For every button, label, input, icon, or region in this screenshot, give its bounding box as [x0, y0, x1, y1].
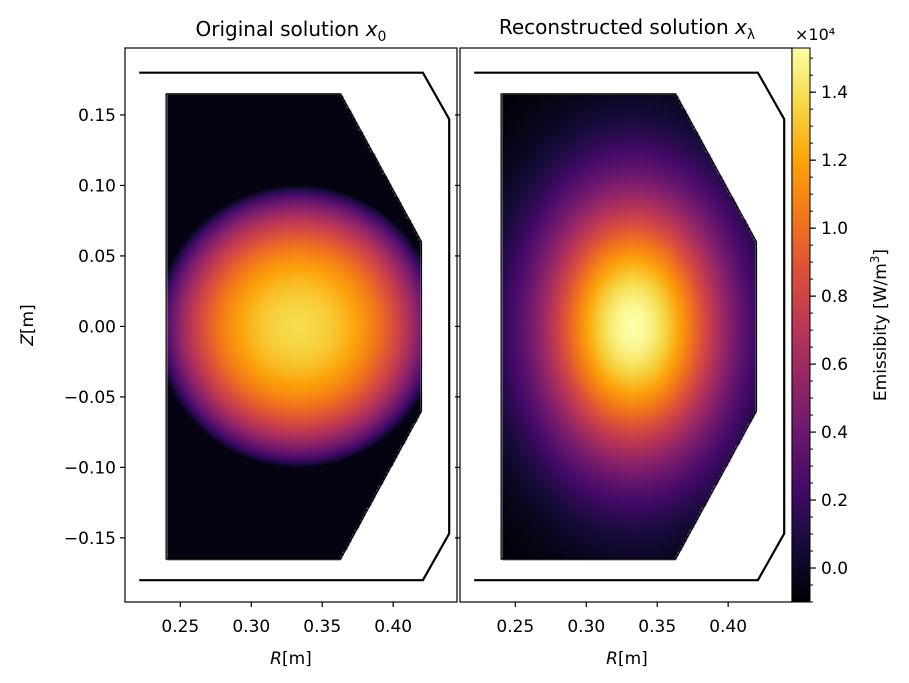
y-tick-label: −0.05 [64, 388, 116, 408]
left-title: Original solution x0 [196, 17, 387, 45]
left-x-label: R[m] [270, 649, 312, 669]
colorbar-tick-label: 0.6 [821, 355, 848, 375]
x-tick-label: 0.25 [496, 617, 534, 637]
grid-boundary-right [500, 93, 758, 560]
right-panel: 0.25 0.30 0.35 0.40 Reconstructed solution … [455, 15, 793, 669]
x-tick-label: 0.25 [161, 617, 199, 637]
y-tick-label: 0.10 [78, 176, 116, 196]
colorbar-frame [791, 47, 811, 603]
vessel-wall-right [474, 71, 786, 582]
vessel-wall-left [139, 71, 451, 582]
colorbar-tick-label: 0.2 [821, 491, 848, 511]
x-tick-label: 0.35 [303, 617, 341, 637]
colorbar: 0.0 0.2 0.4 0.6 0.8 1.0 1.2 1.4 ×10⁴ Emissibity… [791, 25, 891, 603]
x-tick-label: 0.40 [374, 617, 412, 637]
right-x-ticks: 0.25 0.30 0.35 0.40 [496, 602, 747, 637]
colorbar-ticks: 0.0 0.2 0.4 0.6 0.8 1.0 1.2 1.4 [810, 57, 848, 603]
reconstructed-heatmap [460, 48, 792, 602]
grid-boundary-left [165, 93, 423, 560]
y-tick-label: 0.00 [78, 317, 116, 337]
colorbar-tick-label: 0.4 [821, 423, 848, 443]
left-axes-frame [124, 47, 458, 603]
right-title: Reconstructed solution xλ [499, 15, 755, 43]
y-tick-label: −0.15 [64, 529, 116, 549]
x-tick-label: 0.30 [232, 617, 270, 637]
right-y-ticks [455, 114, 460, 539]
colorbar-tick-label: 0.0 [821, 559, 848, 579]
left-y-ticks: 0.15 0.10 0.05 0.00 −0.05 −0.10 −0.15 [64, 106, 125, 549]
colorbar-tick-label: 0.8 [821, 287, 848, 307]
x-tick-label: 0.30 [567, 617, 605, 637]
y-axis-label: Z[m] [18, 304, 38, 346]
colorbar-tick-label: 1.0 [821, 219, 848, 239]
left-x-ticks: 0.25 0.30 0.35 0.40 [161, 602, 412, 637]
right-x-label: R[m] [606, 649, 648, 669]
y-tick-label: 0.05 [78, 247, 116, 267]
colorbar-gradient [792, 48, 810, 602]
x-tick-label: 0.40 [709, 617, 747, 637]
y-tick-label: 0.15 [78, 106, 116, 126]
left-panel: 0.25 0.30 0.35 0.40 0.15 0.10 0.05 0.00 −0.05 −0… [18, 17, 458, 669]
original-heatmap [125, 48, 457, 602]
colorbar-label: Emissibity [W/m3] [868, 249, 891, 401]
y-tick-label: −0.10 [64, 458, 116, 478]
colorbar-exponent: ×10⁴ [795, 25, 835, 44]
colorbar-tick-label: 1.2 [821, 151, 848, 171]
colorbar-tick-label: 1.4 [821, 83, 848, 103]
x-tick-label: 0.35 [638, 617, 676, 637]
